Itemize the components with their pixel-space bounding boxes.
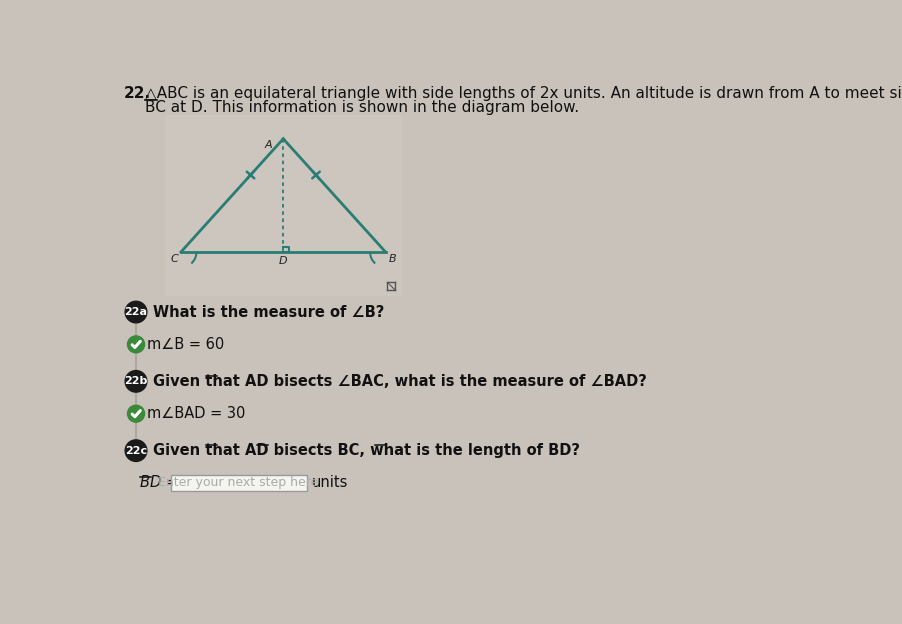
Text: △​ABC is an equilateral triangle with side lengths of 2​x units. An altitude is : △​ABC is an equilateral triangle with si… — [145, 85, 902, 100]
Text: 22c: 22c — [125, 446, 147, 456]
Text: 22b: 22b — [124, 376, 148, 386]
FancyBboxPatch shape — [170, 474, 307, 492]
Text: Enter your next step here: Enter your next step here — [159, 477, 319, 489]
Text: Given that AD bisects ∠BAC, what is the measure of ∠BAD?: Given that AD bisects ∠BAC, what is the … — [153, 374, 647, 389]
Circle shape — [127, 336, 144, 353]
Text: units: units — [312, 475, 348, 490]
Text: m∠BAD = 30: m∠BAD = 30 — [147, 406, 245, 421]
Text: 22.: 22. — [124, 85, 151, 100]
Text: BC at D. This information is shown in the diagram below.: BC at D. This information is shown in th… — [145, 99, 579, 115]
Circle shape — [127, 405, 144, 422]
Circle shape — [125, 301, 147, 323]
Text: BD =: BD = — [140, 475, 178, 490]
Circle shape — [125, 440, 147, 461]
Text: Given that AD bisects BC, what is the length of BD?: Given that AD bisects BC, what is the le… — [153, 443, 580, 458]
Text: D: D — [279, 256, 288, 266]
Text: C: C — [170, 255, 178, 265]
Text: 22a: 22a — [124, 307, 148, 317]
Text: B: B — [389, 255, 396, 265]
Text: A: A — [265, 140, 272, 150]
Circle shape — [125, 371, 147, 392]
FancyBboxPatch shape — [165, 115, 401, 296]
Text: What is the measure of ∠B?: What is the measure of ∠B? — [153, 305, 384, 319]
Text: m∠B = 60: m∠B = 60 — [147, 337, 224, 352]
